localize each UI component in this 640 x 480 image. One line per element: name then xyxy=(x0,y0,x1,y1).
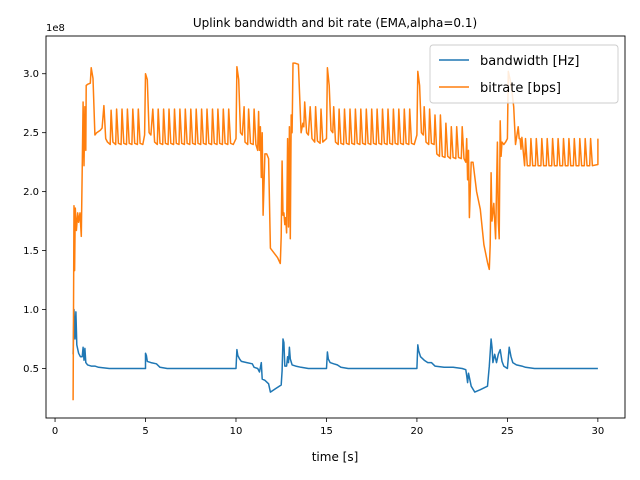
x-tick-label: 15 xyxy=(320,426,333,437)
x-tick-label: 30 xyxy=(591,426,604,437)
y-axis-offset-label: 1e8 xyxy=(46,23,65,34)
legend-label-bitrate: bitrate [bps] xyxy=(480,81,561,96)
x-axis-label: time [s] xyxy=(312,450,359,464)
series-line-bandwidth xyxy=(72,308,598,393)
x-tick-label: 0 xyxy=(52,426,58,437)
series-line-bitrate xyxy=(72,62,599,401)
y-tick-label: 1.5 xyxy=(23,246,39,257)
plot-lines xyxy=(72,62,599,401)
y-tick-label: 0.5 xyxy=(23,364,39,375)
legend-box xyxy=(429,44,619,104)
x-tick-label: 10 xyxy=(230,426,243,437)
y-tick-label: 3.0 xyxy=(23,69,39,80)
plot-frame xyxy=(45,35,626,419)
x-tick-label: 20 xyxy=(411,426,424,437)
y-tick-label: 2.5 xyxy=(23,128,39,139)
y-tick-label: 1.0 xyxy=(23,305,39,316)
legend-label-bandwidth: bandwidth [Hz] xyxy=(480,54,579,69)
chart-title: Uplink bandwidth and bit rate (EMA,alpha… xyxy=(193,16,477,30)
legend: bandwidth [Hz] bitrate [bps] xyxy=(429,44,619,104)
x-axis-ticks: 0 5 10 15 20 25 30 xyxy=(52,418,604,437)
x-tick-label: 5 xyxy=(142,426,148,437)
y-axis-ticks: 0.5 1.0 1.5 2.0 2.5 3.0 xyxy=(23,69,46,375)
y-tick-label: 2.0 xyxy=(23,187,39,198)
x-tick-label: 25 xyxy=(501,426,514,437)
